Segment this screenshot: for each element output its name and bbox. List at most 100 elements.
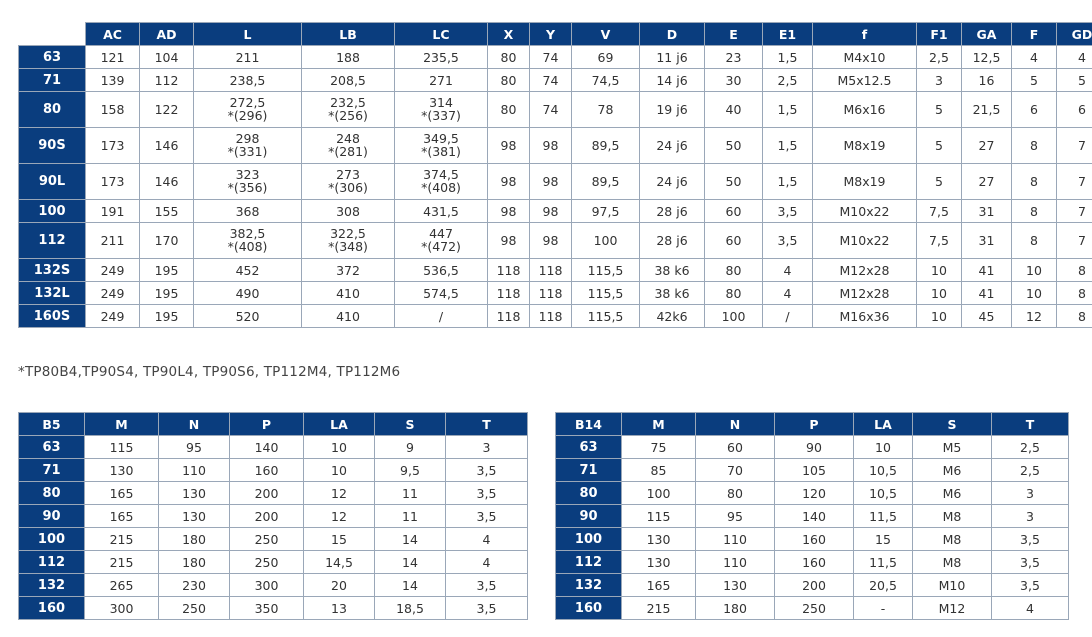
b5-cell: 12 (303, 504, 375, 528)
b14-row-header: 112 (555, 550, 622, 574)
b14-cell: 70 (695, 458, 775, 482)
dimensions-cell: 10 (916, 258, 962, 282)
dimensions-cell: 31 (961, 222, 1012, 259)
dimensions-cell: 5 (1056, 68, 1092, 92)
b5-cell: 13 (303, 596, 375, 620)
b14-cell: 3,5 (991, 550, 1069, 574)
dimensions-cell: 41 (961, 281, 1012, 305)
dimensions-column-header: Y (529, 22, 572, 46)
b14-column-header: T (991, 412, 1069, 436)
dimensions-cell: 27 (961, 127, 1012, 164)
b5-cell: 130 (158, 504, 230, 528)
dimensions-cell: 7 (1056, 222, 1092, 259)
dimensions-cell: 5 (1011, 68, 1057, 92)
b14-cell: 85 (621, 458, 696, 482)
b14-flange-table: B14 M N P LA S T 63 75 60 90 10 M5 2,5 71 85 70 105 10,5 M… (555, 412, 1069, 620)
dimensions-cell: 248 *(281) (301, 127, 395, 164)
dimensions-cell: 21,5 (961, 91, 1012, 128)
b5-cell: 265 (84, 573, 159, 597)
b14-cell: 115 (621, 504, 696, 528)
dimensions-cell: 146 (139, 163, 194, 200)
b5-cell: 14 (374, 550, 446, 574)
b5-header-row: B5 M N P LA S T (18, 412, 528, 436)
b5-cell: 3,5 (445, 504, 528, 528)
b14-row: 80 100 80 120 10,5 M6 3 (555, 481, 1069, 505)
dimensions-column-header: X (487, 22, 530, 46)
b14-cell: M6 (912, 481, 992, 505)
b5-cell: 130 (84, 458, 159, 482)
dimensions-cell: 6 (1056, 91, 1092, 128)
dimensions-cell: 1,5 (762, 163, 813, 200)
b5-cell: 9 (374, 435, 446, 459)
b14-cell: M12 (912, 596, 992, 620)
b5-row: 90 165 130 200 12 11 3,5 (18, 504, 528, 528)
b14-cell: 3,5 (991, 573, 1069, 597)
dimensions-cell: 100 (704, 304, 763, 328)
b14-cell: 10 (853, 435, 913, 459)
b14-cell: 15 (853, 527, 913, 551)
dimensions-row: 160S 249 195 520 410/118 118 115,5 42k6 100/M16x… (18, 304, 1092, 328)
dimensions-cell: 368 (193, 199, 302, 223)
dimensions-cell: M12x28 (812, 258, 917, 282)
dimensions-cell: 7,5 (916, 199, 962, 223)
dimensions-cell: 89,5 (571, 163, 640, 200)
dimensions-cell: 173 (85, 127, 140, 164)
dimensions-cell: 146 (139, 127, 194, 164)
dimensions-cell: 173 (85, 163, 140, 200)
dimensions-cell: 155 (139, 199, 194, 223)
dimensions-cell: 7 (1056, 163, 1092, 200)
dimensions-cell: 118 (487, 281, 530, 305)
dimensions-cell: 3,5 (762, 222, 813, 259)
dimensions-cell: 80 (704, 258, 763, 282)
b14-row-header: 132 (555, 573, 622, 597)
dimensions-cell: 536,5 (394, 258, 488, 282)
dimensions-cell: 10 (916, 304, 962, 328)
dimensions-cell: 14 j6 (639, 68, 705, 92)
dimensions-cell: 3 (916, 68, 962, 92)
b5-cell: 10 (303, 458, 375, 482)
b5-corner-cell: B5 (18, 412, 85, 436)
dimensions-column-header: GD (1056, 22, 1092, 46)
b14-cell: 90 (774, 435, 854, 459)
dimensions-cell: 23 (704, 45, 763, 69)
dimensions-cell: 490 (193, 281, 302, 305)
b14-row-header: 71 (555, 458, 622, 482)
b5-cell: 18,5 (374, 596, 446, 620)
dimensions-cell: M10x22 (812, 222, 917, 259)
dimensions-column-header: V (571, 22, 640, 46)
dimensions-cell: 8 (1056, 258, 1092, 282)
b14-row: 132 165 130 200 20,5 M10 3,5 (555, 573, 1069, 597)
b5-row: 132 265 230 300 20 14 3,5 (18, 573, 528, 597)
b5-row-header: 132 (18, 573, 85, 597)
b14-cell: 20,5 (853, 573, 913, 597)
b5-column-header: P (229, 412, 304, 436)
dimensions-cell: 24 j6 (639, 127, 705, 164)
dimensions-row-header: 100 (18, 199, 86, 223)
b14-cell: M8 (912, 550, 992, 574)
dimensions-cell: M10x22 (812, 199, 917, 223)
b14-cell: 110 (695, 550, 775, 574)
b14-cell: 180 (695, 596, 775, 620)
footnote: *TP80B4,TP90S4, TP90L4, TP90S6, TP112M4,… (18, 364, 401, 380)
dimensions-cell: 191 (85, 199, 140, 223)
b14-column-header: N (695, 412, 775, 436)
b14-row: 100 130 110 160 15 M8 3,5 (555, 527, 1069, 551)
dimensions-cell: 45 (961, 304, 1012, 328)
dimensions-cell: 80 (487, 91, 530, 128)
dimensions-cell: 323 *(356) (193, 163, 302, 200)
dimensions-cell: 28 j6 (639, 222, 705, 259)
dimensions-cell: 60 (704, 199, 763, 223)
dimensions-column-header: AD (139, 22, 194, 46)
b14-corner-cell: B14 (555, 412, 622, 436)
b5-cell: 10 (303, 435, 375, 459)
dimensions-cell: 98 (529, 163, 572, 200)
dimensions-cell: 104 (139, 45, 194, 69)
dimensions-cell: 273 *(306) (301, 163, 395, 200)
dimensions-cell: 74 (529, 45, 572, 69)
dimensions-cell: 98 (487, 163, 530, 200)
b5-cell: 4 (445, 527, 528, 551)
dimensions-cell: 98 (529, 222, 572, 259)
b5-cell: 165 (84, 504, 159, 528)
dimensions-column-header: f (812, 22, 917, 46)
b5-cell: 250 (229, 550, 304, 574)
